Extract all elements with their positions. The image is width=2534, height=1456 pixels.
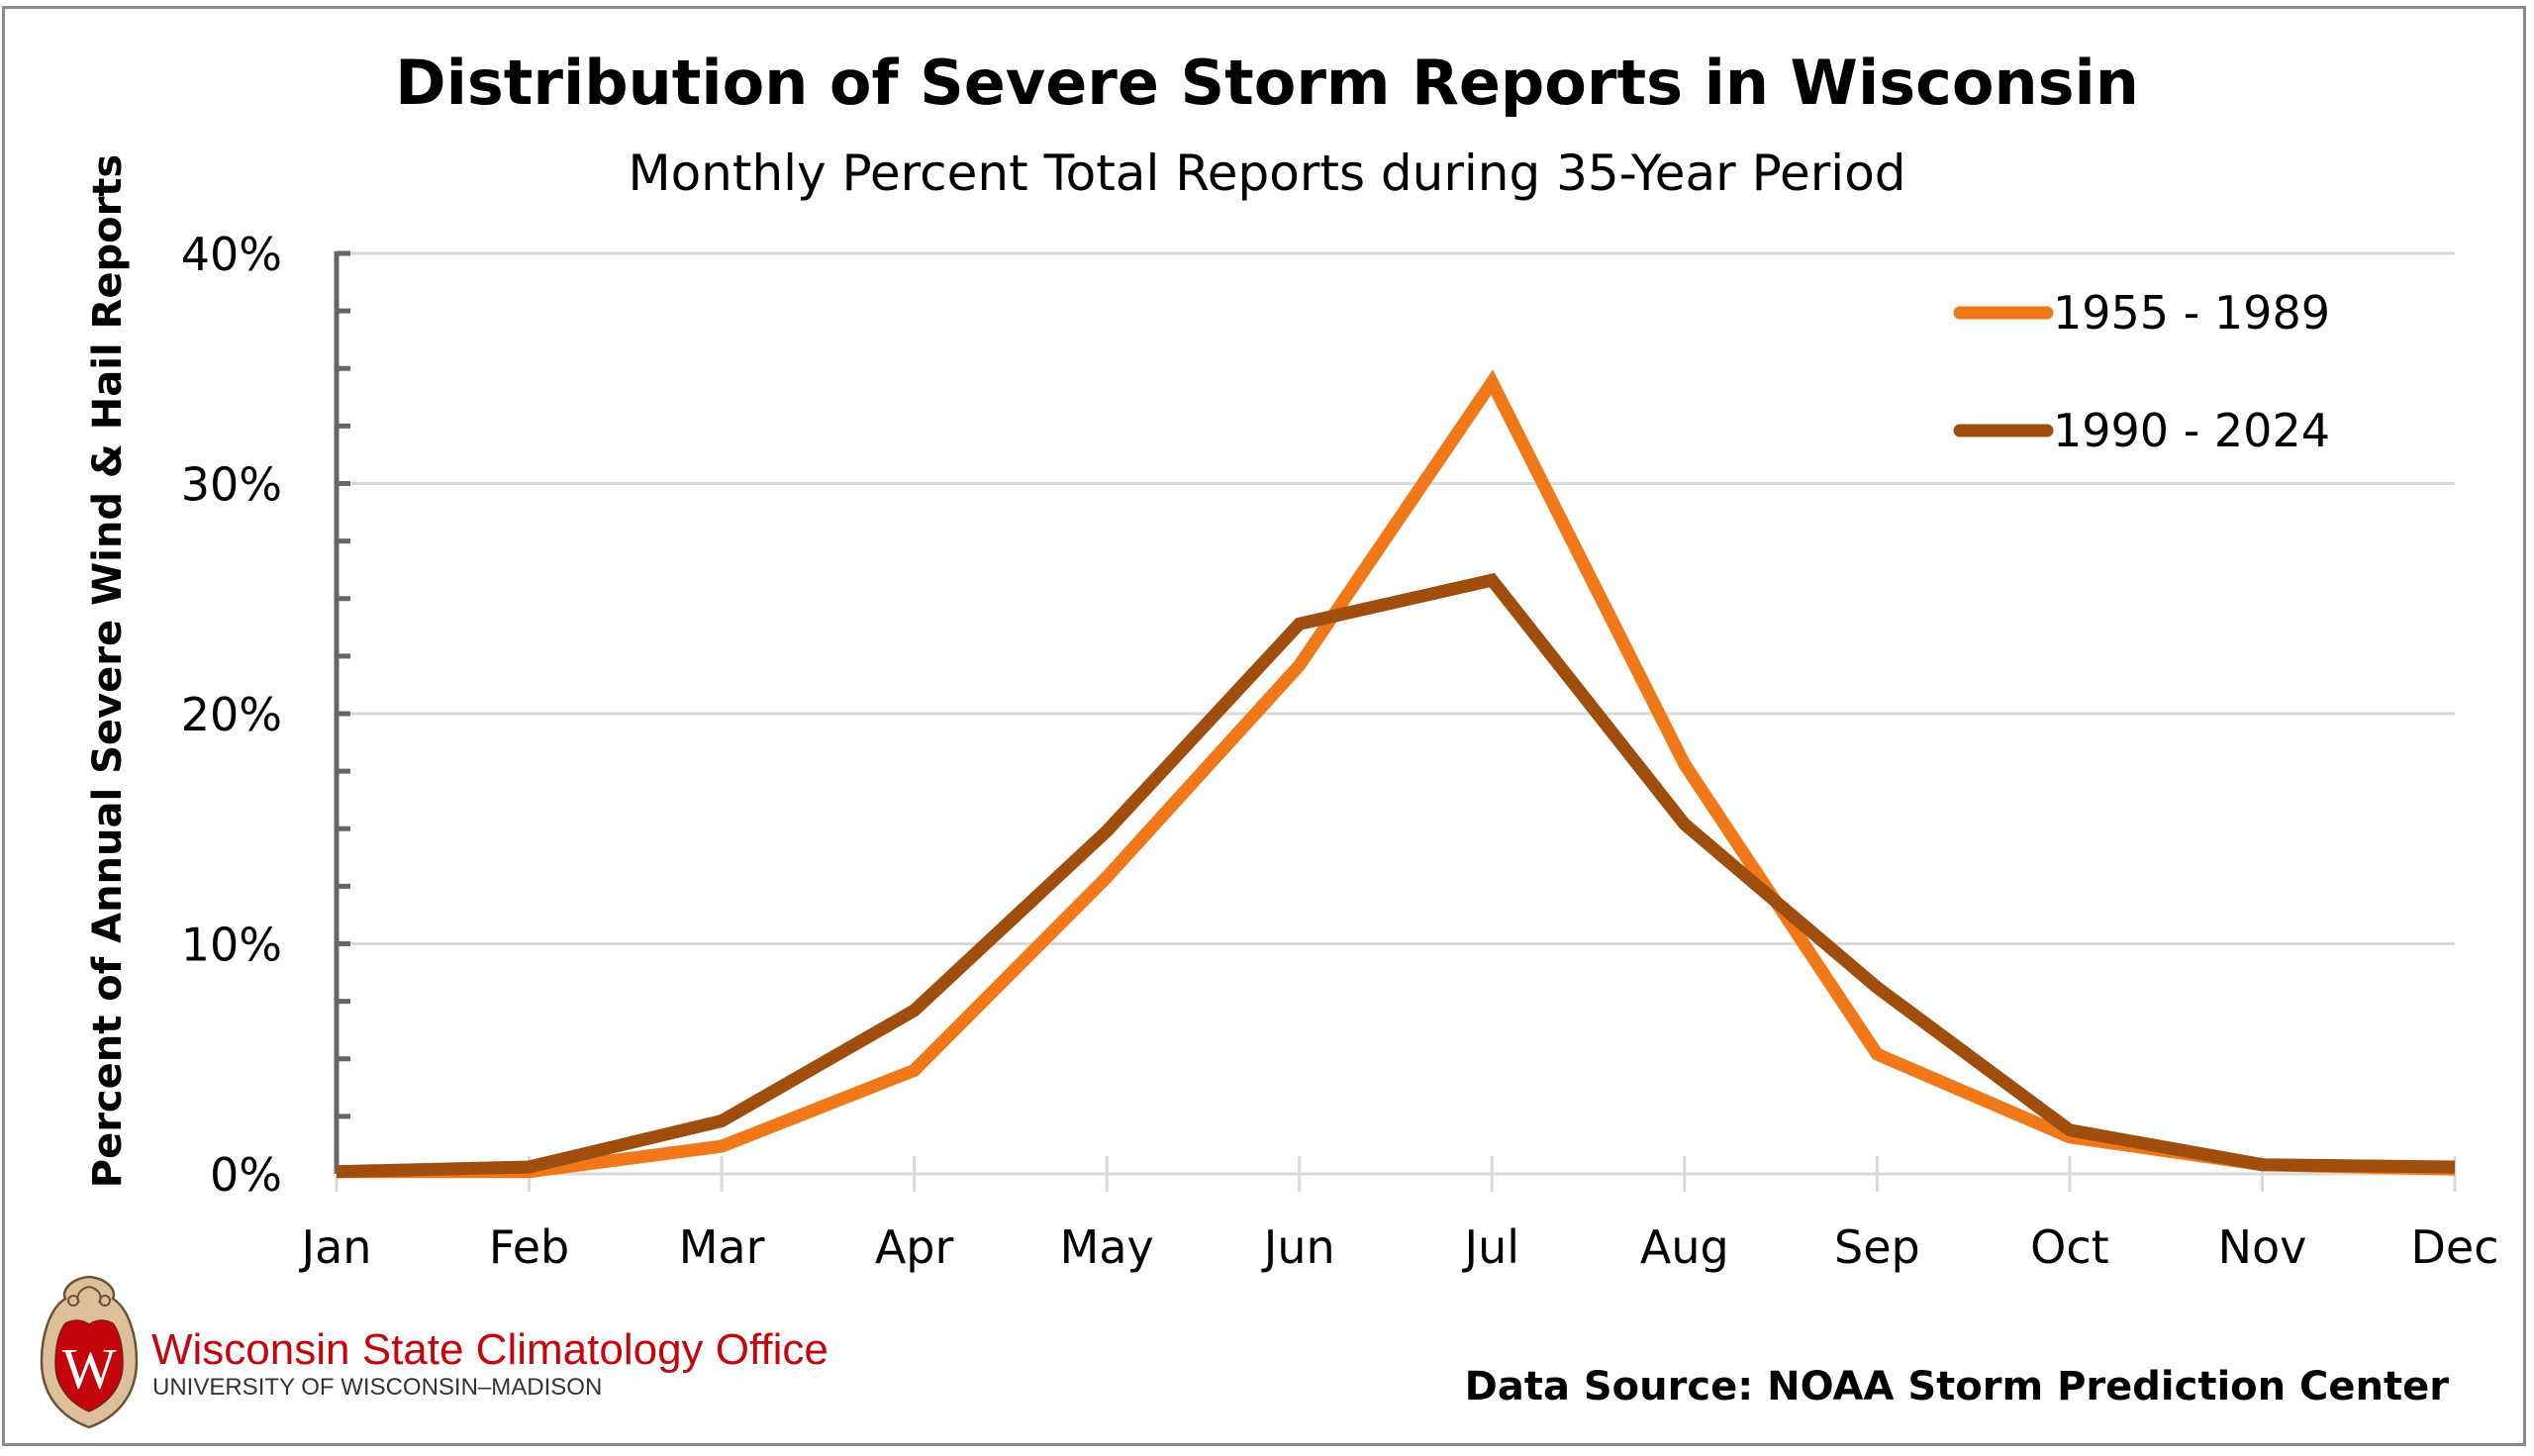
x-tick-label: Oct — [2030, 1220, 2109, 1274]
legend: 1955 - 1989 1990 - 2024 — [1953, 286, 2330, 457]
x-tick-label: Mar — [679, 1220, 765, 1274]
x-tick-label: Nov — [2218, 1220, 2307, 1274]
y-tick-label: 20% — [181, 688, 282, 741]
org-subtitle: UNIVERSITY OF WISCONSIN–MADISON — [152, 1374, 602, 1401]
y-axis-title: Percent of Annual Severe Wind & Hail Rep… — [85, 154, 131, 1188]
legend-label: 1955 - 1989 — [2053, 286, 2330, 340]
x-tick-label: Apr — [875, 1220, 954, 1274]
chart-title: Distribution of Severe Storm Reports in … — [395, 47, 2139, 119]
data-source: Data Source: NOAA Storm Prediction Cente… — [1465, 1364, 2450, 1409]
wsco-logo: W Wisconsin State Climatology Office UNI… — [40, 1275, 828, 1429]
x-tick-label: Jan — [299, 1220, 372, 1274]
x-tick-label: Feb — [489, 1220, 569, 1274]
legend-item-1955-1989: 1955 - 1989 — [1953, 286, 2330, 340]
x-tick-label: Aug — [1640, 1220, 1729, 1274]
crest-letter: W — [62, 1336, 117, 1401]
y-tick-label: 30% — [181, 458, 282, 512]
uw-crest-icon: W — [40, 1275, 139, 1429]
series-line-1990-2024 — [336, 572, 2456, 1179]
y-tick-label: 0% — [210, 1148, 282, 1202]
x-tick-label: May — [1060, 1220, 1154, 1274]
x-tick-label: Jun — [1261, 1220, 1335, 1274]
series-line-1955-1989 — [337, 369, 2456, 1179]
x-tick-labels: Jan Feb Mar Apr May Jun Jul Aug Sep Oct Nov Dec — [299, 1220, 2499, 1274]
x-tick-label: Dec — [2410, 1220, 2498, 1274]
x-tick-label: Sep — [1834, 1220, 1920, 1274]
y-tick-label: 10% — [181, 919, 282, 972]
series-lines — [336, 369, 2456, 1179]
org-name: Wisconsin State Climatology Office — [151, 1325, 828, 1374]
gridlines — [335, 251, 2457, 1192]
axes — [334, 250, 350, 1177]
chart-subtitle: Monthly Percent Total Reports during 35-… — [628, 145, 1905, 202]
legend-label: 1990 - 2024 — [2053, 404, 2330, 457]
y-tick-labels: 0% 10% 20% 30% 40% — [181, 228, 282, 1202]
chart-frame — [2, 6, 2526, 1446]
legend-item-1990-2024: 1990 - 2024 — [1953, 404, 2330, 457]
y-tick-label: 40% — [181, 228, 282, 281]
x-tick-label: Jul — [1462, 1220, 1520, 1274]
